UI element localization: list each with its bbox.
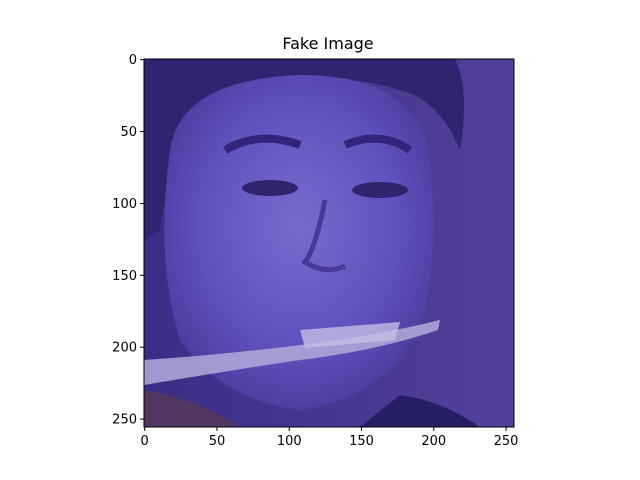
x-tick-label: 250 — [494, 434, 519, 449]
collar-right — [360, 395, 480, 427]
nose — [301, 199, 347, 273]
x-tick-label: 100 — [277, 434, 302, 449]
teeth — [300, 322, 400, 348]
x-tick-label: 150 — [349, 434, 374, 449]
x-axis: 0 50 100 150 200 250 — [141, 427, 519, 449]
y-tick-label: 150 — [112, 269, 137, 284]
right-eyebrow — [343, 134, 413, 154]
y-tick-label: 200 — [112, 341, 137, 356]
image-face — [144, 59, 514, 427]
left-eyebrow — [223, 134, 302, 154]
chart-title: Fake Image — [282, 34, 373, 53]
y-tick-label: 50 — [120, 125, 137, 140]
y-tick-label: 0 — [129, 53, 137, 68]
y-tick-label: 100 — [112, 197, 137, 212]
y-axis: 0 50 100 150 200 250 — [112, 53, 144, 428]
shirt-left — [144, 390, 240, 427]
x-tick-label: 0 — [141, 434, 149, 449]
x-tick-label: 50 — [209, 434, 226, 449]
left-eye — [242, 180, 298, 196]
tint-overlay — [144, 59, 514, 427]
y-tick-label: 250 — [112, 413, 137, 428]
right-eye — [352, 182, 408, 198]
axes-frame — [143, 58, 515, 428]
x-tick-label: 200 — [421, 434, 446, 449]
